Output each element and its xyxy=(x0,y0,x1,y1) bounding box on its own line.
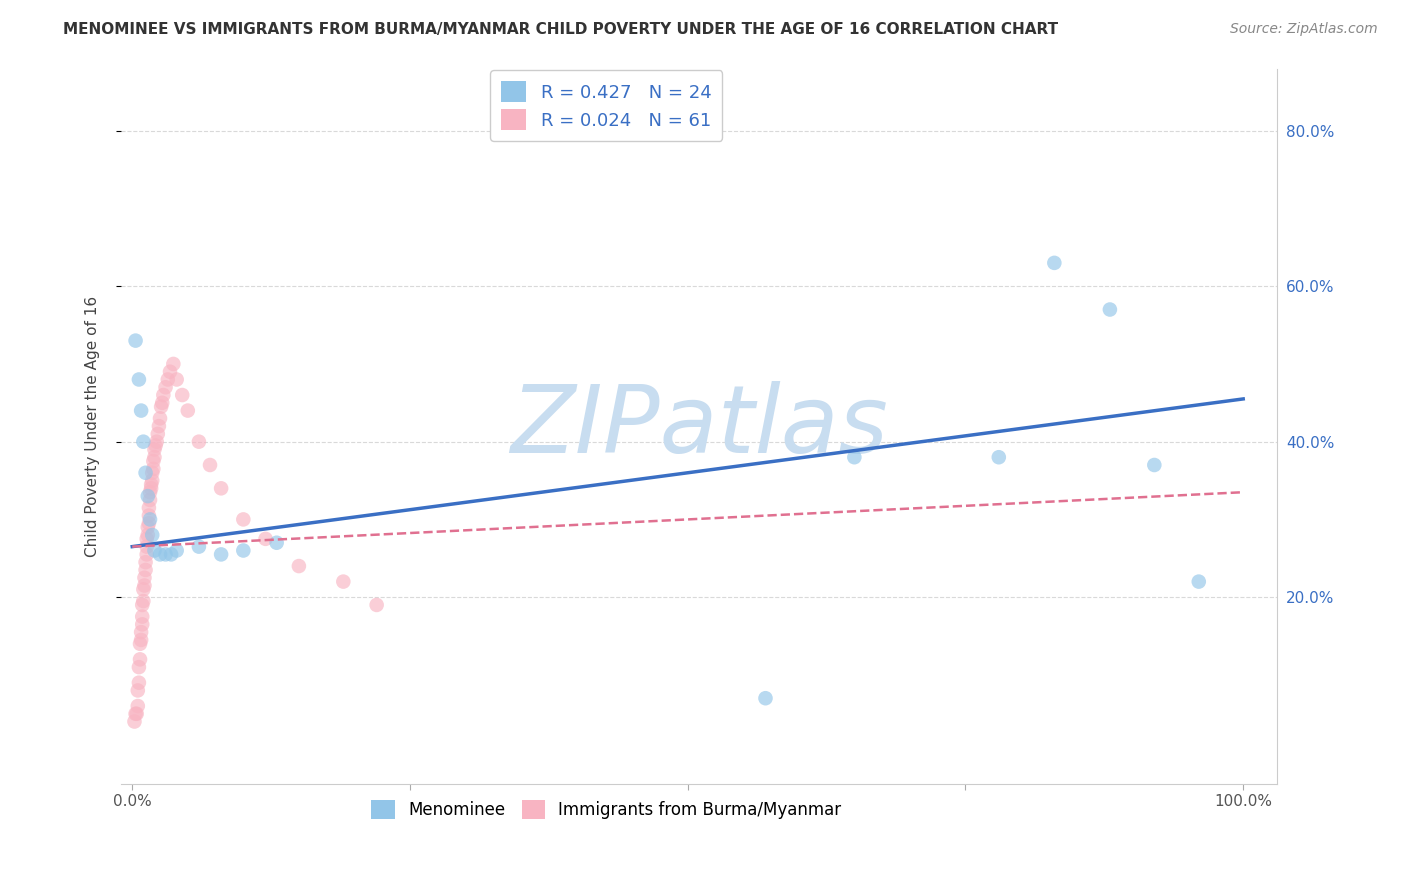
Point xyxy=(139,512,162,526)
Point xyxy=(136,520,159,534)
Point xyxy=(288,559,311,574)
Point xyxy=(166,372,188,386)
Point xyxy=(1143,458,1166,472)
Point xyxy=(135,555,157,569)
Point xyxy=(139,477,162,491)
Point xyxy=(1098,302,1121,317)
Point xyxy=(145,439,167,453)
Point xyxy=(138,508,160,523)
Point xyxy=(141,474,163,488)
Point xyxy=(145,434,167,449)
Point xyxy=(754,691,776,706)
Point xyxy=(127,683,149,698)
Point xyxy=(146,426,169,441)
Point xyxy=(187,540,209,554)
Point xyxy=(160,548,183,562)
Text: Source: ZipAtlas.com: Source: ZipAtlas.com xyxy=(1230,22,1378,37)
Point xyxy=(172,388,194,402)
Point xyxy=(127,698,149,713)
Point xyxy=(135,563,157,577)
Point xyxy=(135,548,157,562)
Point xyxy=(129,637,152,651)
Point xyxy=(128,675,150,690)
Point xyxy=(124,334,146,348)
Point xyxy=(143,450,166,465)
Point xyxy=(987,450,1010,465)
Point xyxy=(1188,574,1211,589)
Point xyxy=(142,462,165,476)
Point xyxy=(187,434,209,449)
Point xyxy=(254,532,277,546)
Point xyxy=(209,548,232,562)
Point xyxy=(232,512,254,526)
Point xyxy=(134,571,156,585)
Point xyxy=(132,582,155,597)
Point xyxy=(143,442,166,457)
Point xyxy=(136,489,159,503)
Point xyxy=(135,532,157,546)
Point xyxy=(131,598,153,612)
Point xyxy=(134,578,156,592)
Point xyxy=(198,458,221,472)
Point xyxy=(141,528,163,542)
Point xyxy=(142,454,165,468)
Point xyxy=(1043,256,1066,270)
Point xyxy=(155,380,177,394)
Point xyxy=(138,516,160,531)
Point xyxy=(131,617,153,632)
Point xyxy=(138,500,160,515)
Point xyxy=(131,609,153,624)
Point xyxy=(135,466,157,480)
Point xyxy=(149,548,172,562)
Point xyxy=(150,396,173,410)
Point xyxy=(139,485,162,500)
Point xyxy=(156,372,179,386)
Point xyxy=(129,632,152,647)
Point xyxy=(844,450,866,465)
Point xyxy=(155,548,177,562)
Point xyxy=(143,543,166,558)
Point xyxy=(149,411,172,425)
Point xyxy=(209,481,232,495)
Point xyxy=(159,365,181,379)
Point xyxy=(177,403,200,417)
Text: ZIPatlas: ZIPatlas xyxy=(510,381,887,472)
Point xyxy=(135,540,157,554)
Text: MENOMINEE VS IMMIGRANTS FROM BURMA/MYANMAR CHILD POVERTY UNDER THE AGE OF 16 COR: MENOMINEE VS IMMIGRANTS FROM BURMA/MYANM… xyxy=(63,22,1059,37)
Point xyxy=(129,625,152,640)
Point xyxy=(366,598,388,612)
Point xyxy=(136,528,159,542)
Point xyxy=(128,372,150,386)
Point xyxy=(232,543,254,558)
Point xyxy=(129,403,152,417)
Point xyxy=(132,434,155,449)
Point xyxy=(128,660,150,674)
Point xyxy=(152,388,174,402)
Point xyxy=(141,466,163,480)
Y-axis label: Child Poverty Under the Age of 16: Child Poverty Under the Age of 16 xyxy=(86,295,100,557)
Legend: Menominee, Immigrants from Burma/Myanmar: Menominee, Immigrants from Burma/Myanmar xyxy=(364,793,848,825)
Point xyxy=(266,535,288,549)
Point xyxy=(132,594,155,608)
Point xyxy=(124,706,146,721)
Point xyxy=(162,357,184,371)
Point xyxy=(148,419,170,434)
Point xyxy=(124,714,146,729)
Point xyxy=(139,481,162,495)
Point xyxy=(150,400,173,414)
Point xyxy=(129,652,152,666)
Point xyxy=(166,543,188,558)
Point xyxy=(139,493,162,508)
Point xyxy=(125,706,148,721)
Point xyxy=(332,574,354,589)
